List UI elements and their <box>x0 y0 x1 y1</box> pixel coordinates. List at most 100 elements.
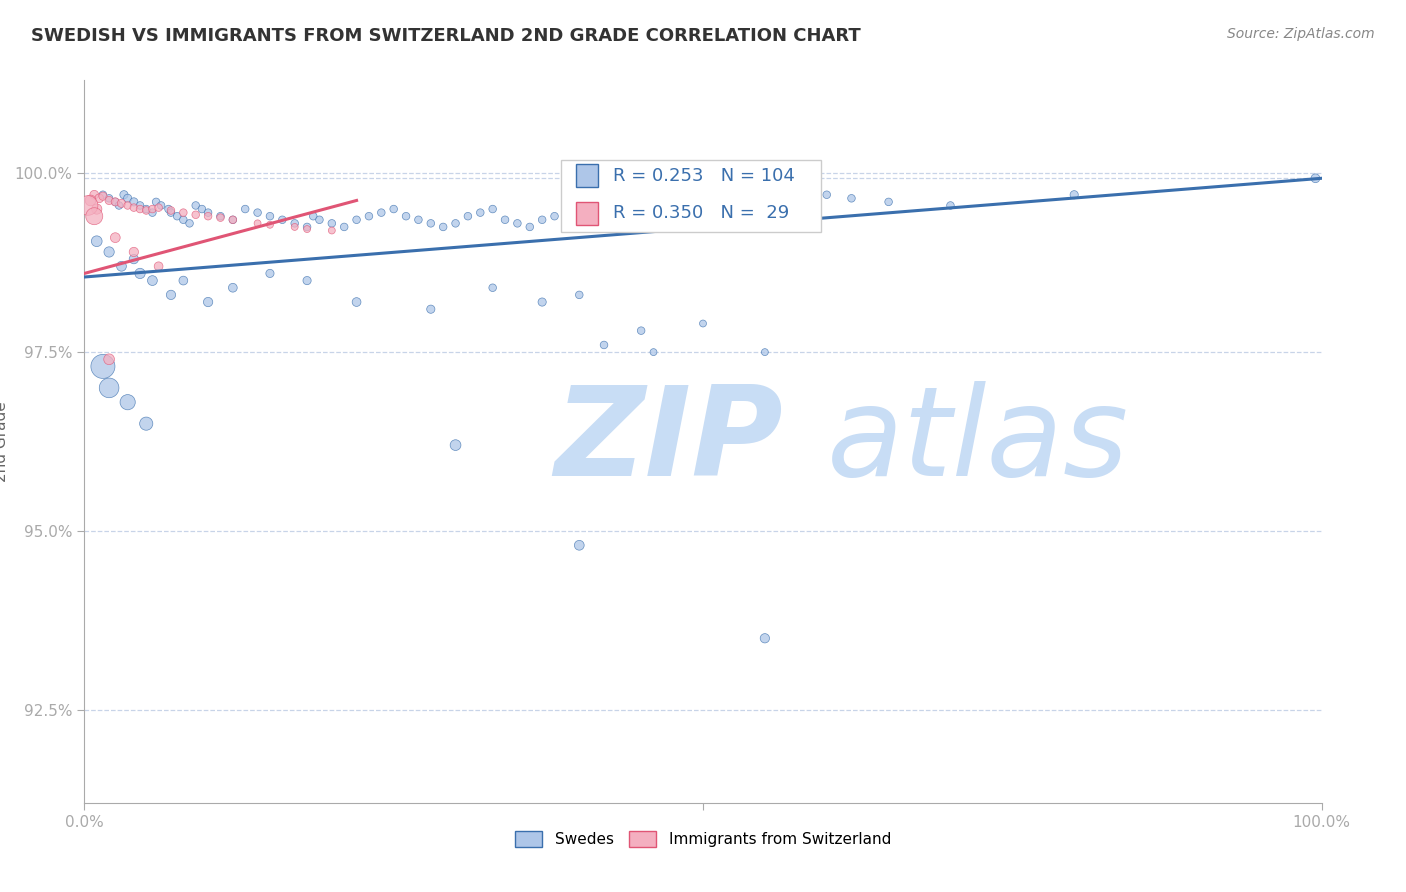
Point <box>630 212 652 227</box>
Point <box>519 219 541 234</box>
Point <box>444 216 467 230</box>
Point <box>593 338 616 352</box>
Point <box>148 201 170 215</box>
Point <box>593 209 616 223</box>
Point <box>357 209 380 223</box>
Text: R = 0.350   N =  29: R = 0.350 N = 29 <box>613 204 789 222</box>
Point <box>117 198 139 212</box>
Point <box>197 295 219 310</box>
Point <box>717 202 740 216</box>
Point <box>122 244 145 259</box>
Point <box>98 194 121 208</box>
Point <box>395 209 418 223</box>
Point <box>494 212 516 227</box>
Point <box>129 202 152 216</box>
Point <box>531 295 554 310</box>
Point <box>481 202 503 216</box>
Point <box>790 191 813 205</box>
Point <box>172 205 194 219</box>
Point <box>141 205 163 219</box>
Point <box>98 244 121 259</box>
Text: ZIP: ZIP <box>554 381 783 502</box>
Y-axis label: 2nd Grade: 2nd Grade <box>0 401 8 482</box>
Point <box>419 216 441 230</box>
Point <box>581 205 603 219</box>
Point <box>741 202 763 216</box>
Point <box>122 194 145 209</box>
Point <box>568 538 591 552</box>
Point <box>135 203 157 218</box>
Point <box>209 209 232 223</box>
Point <box>135 202 157 216</box>
Point <box>939 198 962 212</box>
Point <box>346 212 368 227</box>
Point <box>89 191 111 205</box>
Point <box>98 191 121 205</box>
Point <box>233 202 256 216</box>
Point <box>86 202 108 216</box>
Point <box>135 417 157 431</box>
Point <box>110 196 132 211</box>
Point <box>197 209 219 223</box>
Point <box>444 438 467 452</box>
Point <box>302 209 325 223</box>
Point <box>98 352 121 367</box>
Point <box>122 252 145 266</box>
Text: SWEDISH VS IMMIGRANTS FROM SWITZERLAND 2ND GRADE CORRELATION CHART: SWEDISH VS IMMIGRANTS FROM SWITZERLAND 2… <box>31 27 860 45</box>
Point <box>91 187 114 202</box>
Text: R = 0.253   N = 104: R = 0.253 N = 104 <box>613 167 794 185</box>
Point <box>679 198 702 212</box>
Point <box>284 219 307 234</box>
Point <box>370 205 392 219</box>
Point <box>122 201 145 215</box>
Point <box>108 198 131 212</box>
Point <box>1063 187 1085 202</box>
Point <box>91 189 114 203</box>
Point <box>877 194 900 209</box>
Point <box>160 205 183 219</box>
Point <box>704 198 727 212</box>
Point <box>112 187 135 202</box>
FancyBboxPatch shape <box>575 164 598 187</box>
Point <box>568 202 591 216</box>
Point <box>110 260 132 274</box>
Point <box>382 202 405 216</box>
Point <box>481 281 503 295</box>
Point <box>692 317 714 331</box>
Point <box>308 212 330 227</box>
FancyBboxPatch shape <box>575 202 598 225</box>
Point <box>271 212 294 227</box>
Point <box>246 216 269 230</box>
Point <box>1305 171 1327 186</box>
Point <box>222 212 245 227</box>
Point <box>129 267 152 281</box>
Point <box>666 202 689 216</box>
Point <box>555 205 578 219</box>
Point <box>83 209 105 223</box>
Point <box>157 202 180 216</box>
Point <box>543 209 565 223</box>
Point <box>779 194 801 209</box>
Point <box>754 345 776 359</box>
Point <box>655 205 678 219</box>
Point <box>160 288 183 302</box>
Point <box>346 295 368 310</box>
FancyBboxPatch shape <box>561 160 821 232</box>
Point <box>141 274 163 288</box>
Point <box>172 274 194 288</box>
Point <box>321 216 343 230</box>
Point <box>209 211 232 225</box>
Point <box>222 281 245 295</box>
Point <box>160 203 183 218</box>
Point <box>86 234 108 248</box>
Point <box>191 202 214 216</box>
Point <box>630 324 652 338</box>
Point <box>141 202 163 216</box>
Point <box>246 205 269 219</box>
Point <box>104 230 127 244</box>
Point <box>145 194 167 209</box>
Point <box>117 191 139 205</box>
Point <box>568 288 591 302</box>
Point <box>117 395 139 409</box>
Point <box>259 218 281 232</box>
